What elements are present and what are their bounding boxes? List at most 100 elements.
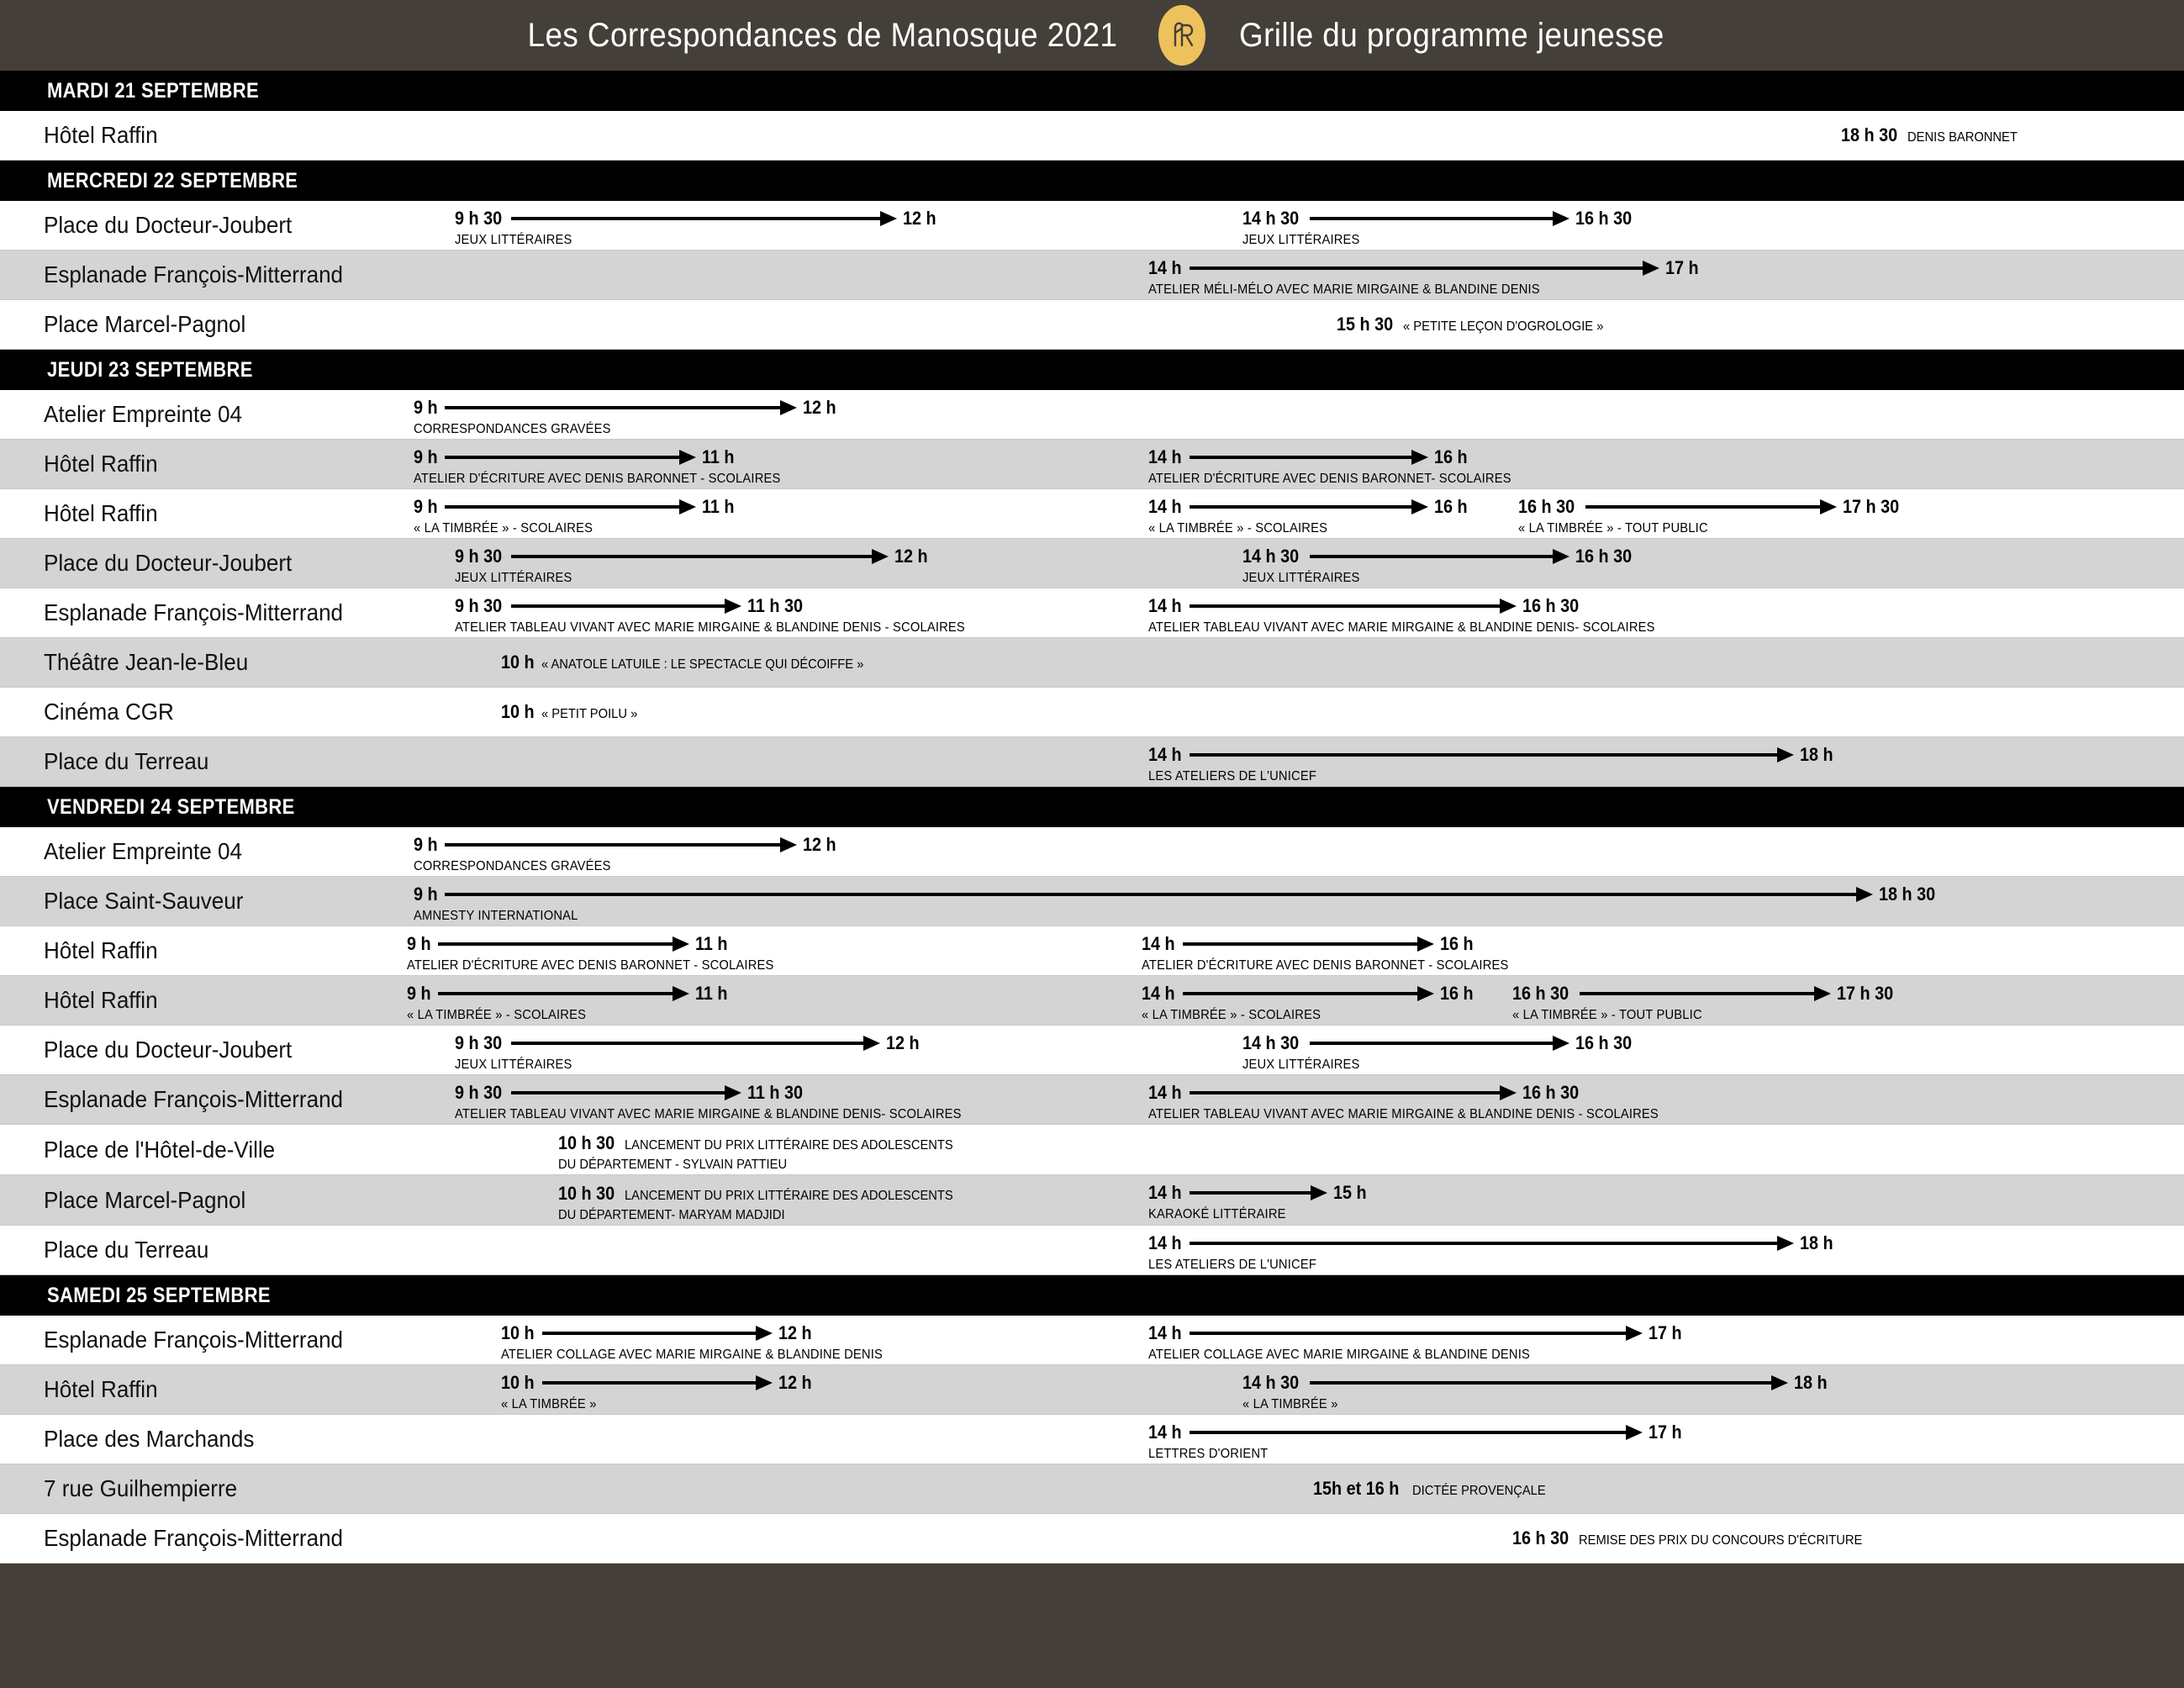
duration-arrow-icon — [444, 400, 797, 415]
venue-row: Esplanade François-Mitterrand 10 h 12 h ATE… — [0, 1316, 2184, 1365]
venue-row: Hôtel Raffin 9 h 11 h ATELIER D'ÉCRITURE AV… — [0, 440, 2184, 489]
venue-row: Place du Terreau 14 h 18 h LES ATELIERS DE … — [0, 737, 2184, 787]
event-end-time: 16 h 30 — [1522, 1082, 1580, 1103]
event-end-time: 18 h 30 — [1878, 884, 1935, 905]
timed-event: 14 h 18 h LES ATELIERS DE L'UNICEF — [1148, 746, 1837, 785]
point-event: 16 h 30 REMISE DES PRIX DU CONCOURS D'ÉCR… — [1512, 1527, 1886, 1549]
event-end-time: 18 h — [1800, 1232, 1833, 1253]
event-description: « LA TIMBRÉE » - SCOLAIRES — [1142, 1008, 1321, 1022]
event-description: ATELIER TABLEAU VIVANT AVEC MARIE MIRGAI… — [1148, 620, 1655, 635]
duration-arrow-icon — [1183, 936, 1435, 952]
event-end-time: 11 h 30 — [747, 1082, 804, 1103]
venue-name: Théâtre Jean-le-Bleu — [44, 649, 249, 675]
event-start-time: 14 h 30 — [1242, 208, 1300, 229]
correspondances-monogram-logo-icon — [1158, 5, 1205, 66]
event-start-time: 14 h — [1148, 595, 1182, 616]
venue-row: Esplanade François-Mitterrand 9 h 30 11 h … — [0, 1075, 2184, 1125]
event-end-time: 15 h — [1333, 1182, 1367, 1203]
event-start-time: 14 h — [1148, 1232, 1182, 1253]
event-description: JEUX LITTÉRAIRES — [1242, 1058, 1360, 1072]
timed-event: 14 h 30 16 h 30 JEUX LITTÉRAIRES — [1242, 209, 1638, 249]
event-description: « LA TIMBRÉE » - TOUT PUBLIC — [1512, 1008, 1702, 1022]
event-end-time: 17 h 30 — [1836, 983, 1893, 1004]
venue-name: Esplanade François-Mitterrand — [44, 1327, 344, 1353]
event-start-time: 9 h — [414, 397, 438, 418]
point-event: 10 h « PETIT POILU » — [501, 701, 646, 723]
event-end-time: 12 h — [778, 1372, 812, 1393]
venue-name: Cinéma CGR — [44, 699, 174, 725]
event-description: LES ATELIERS DE L'UNICEF — [1148, 1258, 1317, 1272]
event-start-time: 14 h — [1142, 983, 1175, 1004]
event-description: « LA TIMBRÉE » - SCOLAIRES — [1148, 521, 1328, 535]
event-start-time: 9 h — [414, 884, 438, 905]
timed-event: 9 h 30 11 h 30 ATELIER TABLEAU VIVANT AVEC… — [455, 597, 1010, 636]
duration-arrow-icon — [444, 450, 696, 465]
event-end-time: 17 h — [1649, 1422, 1682, 1443]
venue-name: Hôtel Raffin — [44, 122, 158, 148]
event-description: ATELIER D'ÉCRITURE AVEC DENIS BARONNET- … — [1148, 472, 1511, 486]
event-start-time: 14 h — [1142, 933, 1175, 954]
event-description: ATELIER COLLAGE AVEC MARIE MIRGAINE & BL… — [1148, 1348, 1531, 1362]
venue-row: Place du Docteur-Joubert 9 h 30 12 h JEUX L… — [0, 201, 2184, 251]
event-description: « PETIT POILU » — [541, 707, 638, 721]
timed-event: 9 h 18 h 30 AMNESTY INTERNATIONAL — [414, 885, 1941, 925]
event-end-time: 11 h — [694, 983, 728, 1004]
duration-arrow-icon — [511, 1036, 881, 1051]
duration-arrow-icon — [437, 936, 689, 952]
event-end-time: 12 h — [802, 834, 836, 855]
timed-event: 14 h 30 16 h 30 JEUX LITTÉRAIRES — [1242, 1034, 1638, 1073]
venue-row: Esplanade François-Mitterrand 9 h 30 11 h … — [0, 588, 2184, 638]
duration-arrow-icon — [444, 499, 696, 514]
event-description: JEUX LITTÉRAIRES — [1242, 233, 1360, 247]
venue-name: Place Saint-Sauveur — [44, 888, 244, 914]
venue-row: Place du Docteur-Joubert 9 h 30 12 h JEUX L… — [0, 539, 2184, 588]
venue-row: Théâtre Jean-le-Bleu 10 h « ANATOLE LATUIL… — [0, 638, 2184, 688]
event-start-time: 9 h 30 — [455, 546, 503, 567]
venue-name: Place des Marchands — [44, 1426, 255, 1452]
event-start-time: 14 h — [1148, 1182, 1182, 1203]
event-time: 15h et 16 h — [1313, 1478, 1400, 1499]
timed-event: 14 h 16 h « LA TIMBRÉE » - SCOLAIRES — [1148, 498, 1471, 537]
duration-arrow-icon — [1183, 986, 1435, 1001]
event-start-time: 9 h 30 — [455, 208, 503, 229]
event-end-time: 11 h — [701, 496, 735, 517]
event-start-time: 9 h — [414, 496, 438, 517]
event-description: CORRESPONDANCES GRAVÉES — [414, 422, 611, 436]
duration-arrow-icon — [1190, 1085, 1517, 1100]
event-start-time: 9 h — [414, 446, 438, 467]
page-header: Les Correspondances de Manosque 2021 Gri… — [0, 0, 2184, 71]
event-start-time: 9 h — [407, 983, 431, 1004]
day-label: MERCREDI 22 SEPTEMBRE — [47, 168, 298, 193]
duration-arrow-icon — [542, 1326, 773, 1341]
event-description-line2: DU DÉPARTEMENT- MARYAM MADJIDI — [558, 1208, 785, 1222]
venue-name: Atelier Empreinte 04 — [44, 401, 242, 427]
timed-event: 9 h 11 h ATELIER D'ÉCRITURE AVEC DENIS BAR… — [407, 935, 805, 974]
event-end-time: 18 h — [1793, 1372, 1828, 1393]
duration-arrow-icon — [437, 986, 689, 1001]
event-description: ATELIER D'ÉCRITURE AVEC DENIS BARONNET -… — [407, 958, 774, 973]
event-end-time: 12 h — [903, 208, 937, 229]
venue-name: Hôtel Raffin — [44, 451, 158, 477]
event-start-time: 16 h 30 — [1518, 496, 1575, 517]
timed-event: 14 h 16 h ATELIER D'ÉCRITURE AVEC DENIS BA… — [1142, 935, 1540, 974]
schedule-body: MARDI 21 SEPTEMBRE Hôtel Raffin 18 h 30 DEN… — [0, 71, 2184, 1564]
duration-arrow-icon — [511, 549, 889, 564]
duration-arrow-icon — [1190, 1425, 1643, 1440]
duration-arrow-icon — [1190, 261, 1660, 276]
duration-arrow-icon — [1190, 1326, 1643, 1341]
event-start-time: 14 h — [1148, 1422, 1182, 1443]
event-end-time: 11 h — [694, 933, 728, 954]
venue-row: Hôtel Raffin 9 h 11 h « LA TIMBRÉE » - SCOL… — [0, 976, 2184, 1026]
duration-arrow-icon — [1309, 1036, 1569, 1051]
timed-event: 14 h 17 h LETTRES D'ORIENT — [1148, 1423, 1685, 1463]
venue-row: Hôtel Raffin 10 h 12 h « LA TIMBRÉE » 14 h 3… — [0, 1365, 2184, 1415]
venue-name: Esplanade François-Mitterrand — [44, 599, 344, 625]
duration-arrow-icon — [1309, 211, 1569, 226]
timed-event: 16 h 30 17 h 30 « LA TIMBRÉE » - TOUT PUBL… — [1518, 498, 1905, 537]
venue-name: Esplanade François-Mitterrand — [44, 1086, 344, 1112]
duration-arrow-icon — [1190, 599, 1517, 614]
timed-event: 9 h 11 h « LA TIMBRÉE » - SCOLAIRES — [407, 984, 731, 1024]
timed-event: 14 h 16 h « LA TIMBRÉE » - SCOLAIRES — [1142, 984, 1477, 1024]
timed-event: 9 h 11 h ATELIER D'ÉCRITURE AVEC DENIS BAR… — [414, 448, 812, 488]
